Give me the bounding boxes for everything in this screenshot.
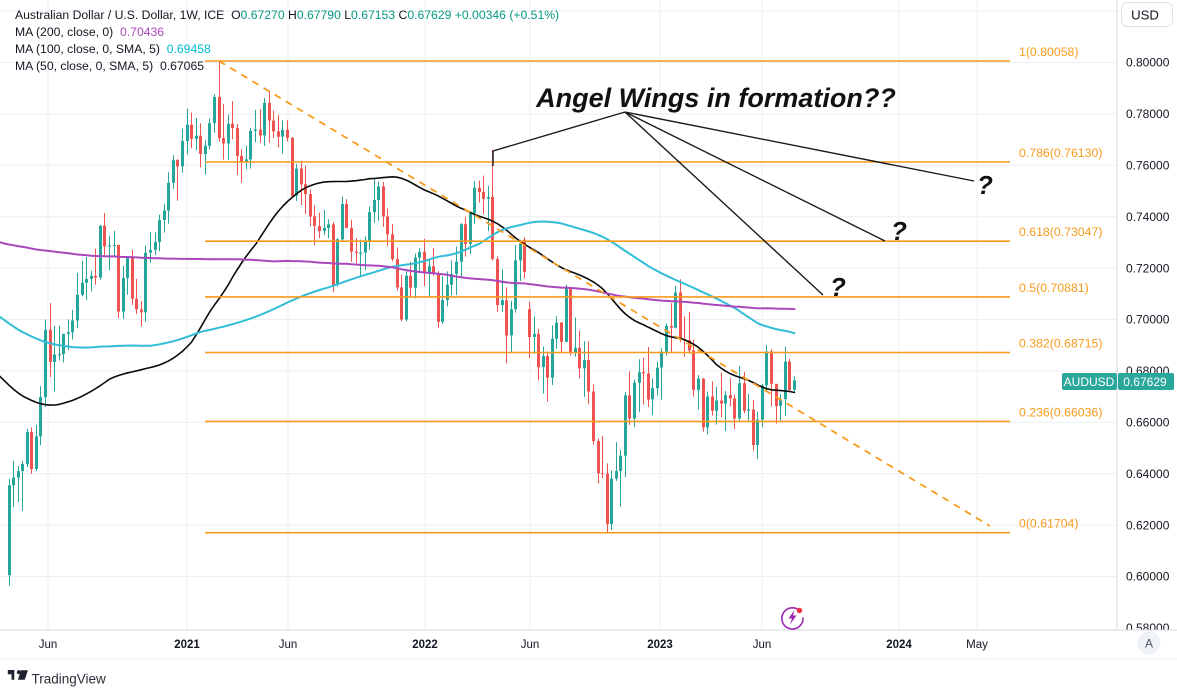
svg-text:0.618(0.73047): 0.618(0.73047)	[1019, 225, 1102, 239]
svg-text:A: A	[1145, 637, 1153, 651]
svg-text:?: ?	[977, 170, 993, 200]
svg-text:USD: USD	[1131, 8, 1159, 23]
svg-text:0.62000: 0.62000	[1126, 518, 1170, 532]
svg-text:MA (100, close, 0, SMA, 5) 0.: MA (100, close, 0, SMA, 5) 0.69458	[15, 42, 211, 56]
svg-text:0.58000: 0.58000	[1126, 621, 1170, 635]
svg-text:Jun: Jun	[521, 639, 540, 651]
svg-text:0.78000: 0.78000	[1126, 107, 1170, 121]
svg-text:2021: 2021	[174, 639, 200, 651]
svg-text:Jun: Jun	[279, 639, 298, 651]
svg-text:2022: 2022	[412, 639, 438, 651]
svg-text:0.67629: 0.67629	[1123, 375, 1167, 389]
svg-text:2024: 2024	[886, 639, 912, 651]
svg-text:0.60000: 0.60000	[1126, 570, 1170, 584]
svg-text:0.76000: 0.76000	[1126, 159, 1170, 173]
svg-text:May: May	[966, 639, 988, 651]
svg-text:TradingView: TradingView	[32, 672, 107, 687]
svg-text:Jun: Jun	[753, 639, 772, 651]
svg-text:Australian Dollar / U.S. Dolla: Australian Dollar / U.S. Dollar, 1W, ICE…	[15, 8, 559, 22]
svg-text:Jun: Jun	[39, 639, 58, 651]
svg-text:0(0.61704): 0(0.61704)	[1019, 517, 1078, 531]
svg-text:0.74000: 0.74000	[1126, 210, 1170, 224]
svg-text:MA (50, close, 0, SMA, 5) 0.6: MA (50, close, 0, SMA, 5) 0.67065	[15, 59, 204, 73]
svg-text:0.5(0.70881): 0.5(0.70881)	[1019, 281, 1089, 295]
svg-text:?: ?	[891, 216, 907, 246]
svg-text:1(0.80058): 1(0.80058)	[1019, 45, 1078, 59]
svg-text:0.66000: 0.66000	[1126, 416, 1170, 430]
svg-text:0.72000: 0.72000	[1126, 261, 1170, 275]
svg-text:?: ?	[830, 272, 846, 302]
svg-text:0.236(0.66036): 0.236(0.66036)	[1019, 405, 1102, 419]
svg-text:MA (200, close, 0) 0.70436: MA (200, close, 0) 0.70436	[15, 25, 164, 39]
svg-text:0.64000: 0.64000	[1126, 467, 1170, 481]
svg-text:0.786(0.76130): 0.786(0.76130)	[1019, 146, 1102, 160]
svg-text:0.382(0.68715): 0.382(0.68715)	[1019, 337, 1102, 351]
svg-text:0.80000: 0.80000	[1126, 56, 1170, 70]
svg-text:0.70000: 0.70000	[1126, 313, 1170, 327]
svg-text:AUDUSD: AUDUSD	[1064, 375, 1115, 389]
svg-text:Angel Wings in formation??: Angel Wings in formation??	[535, 83, 896, 113]
svg-text:2023: 2023	[647, 639, 673, 651]
